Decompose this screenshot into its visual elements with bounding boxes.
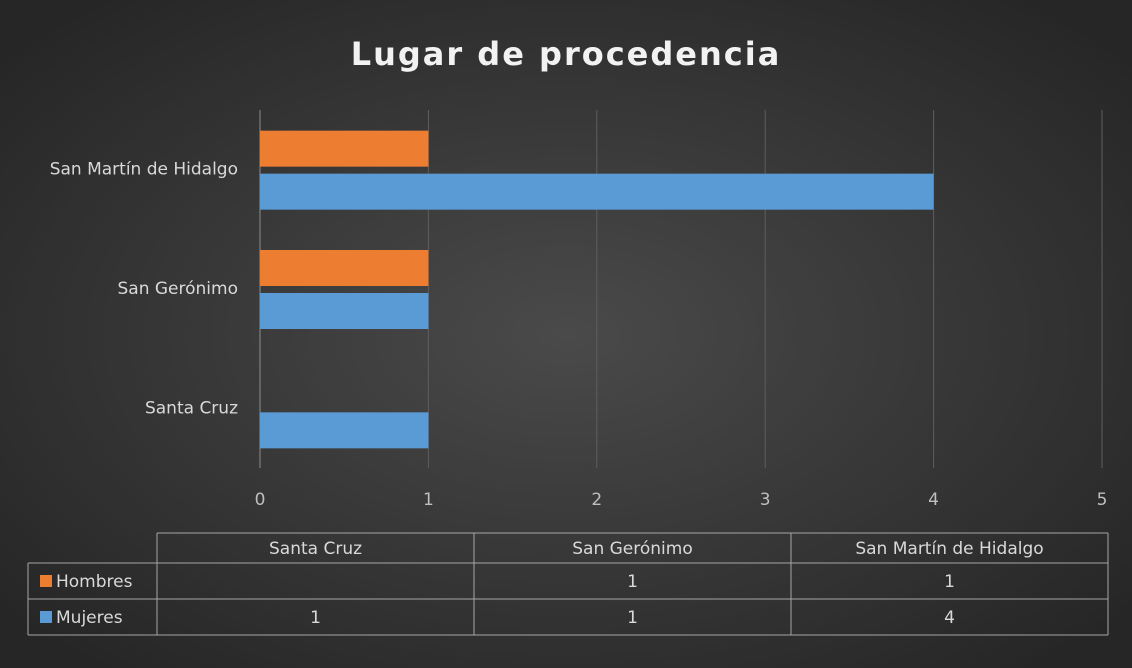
- x-tick-label: 3: [760, 490, 771, 510]
- table-value: 4: [944, 608, 955, 628]
- legend-key: [40, 611, 52, 623]
- bar: [260, 412, 429, 449]
- x-tick-label: 5: [1097, 490, 1108, 510]
- table-header: Santa Cruz: [269, 539, 362, 559]
- legend-label: Mujeres: [56, 608, 123, 628]
- table-value: 1: [627, 572, 638, 592]
- x-tick-label: 4: [928, 490, 939, 510]
- bar: [260, 250, 429, 286]
- table-header: San Gerónimo: [572, 539, 693, 559]
- y-tick-label: Santa Cruz: [145, 398, 238, 418]
- x-tick-label: 0: [255, 490, 266, 510]
- legend-key: [40, 575, 52, 587]
- table-value: 1: [310, 608, 321, 628]
- x-tick-label: 2: [591, 490, 602, 510]
- table-value: 1: [944, 572, 955, 592]
- table-value: 1: [627, 608, 638, 628]
- x-tick-label: 1: [423, 490, 434, 510]
- legend-label: Hombres: [56, 572, 133, 592]
- bar: [260, 173, 934, 210]
- y-tick-label: San Gerónimo: [118, 279, 239, 299]
- table-header: San Martín de Hidalgo: [855, 539, 1043, 559]
- bar: [260, 293, 429, 329]
- bar: [260, 130, 429, 167]
- chart-title: Lugar de procedencia: [351, 35, 782, 73]
- y-tick-label: San Martín de Hidalgo: [50, 160, 238, 180]
